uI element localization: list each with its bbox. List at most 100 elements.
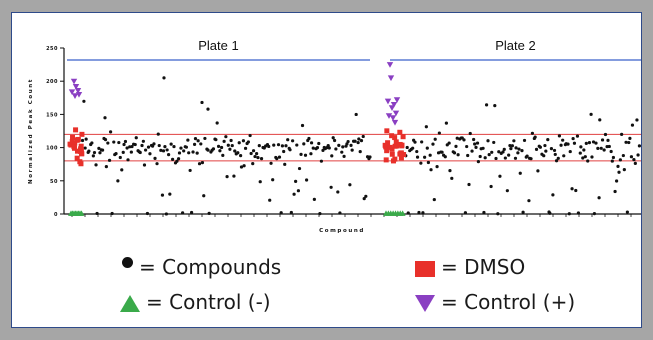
compound-point	[566, 142, 570, 146]
compound-point	[340, 150, 344, 154]
black-circle-icon	[122, 257, 133, 268]
compound-point	[130, 144, 134, 149]
compound-point	[156, 132, 160, 136]
compound-point	[630, 123, 635, 127]
control-pos-point	[71, 93, 79, 100]
compound-point	[295, 143, 299, 147]
compound-point	[121, 150, 125, 155]
compound-point	[590, 155, 594, 159]
compound-point	[607, 144, 611, 149]
compound-point	[358, 149, 362, 154]
compound-point	[484, 103, 489, 107]
compound-point	[272, 143, 276, 147]
compound-point	[470, 149, 474, 153]
legend-control-neg: = Control (-)	[120, 290, 271, 314]
y-axis-label: Normalized Peak Count	[28, 78, 34, 184]
compound-point	[114, 151, 118, 156]
compound-point	[361, 134, 365, 139]
compound-point	[420, 140, 424, 144]
compound-point	[282, 149, 286, 154]
compound-point	[635, 118, 639, 122]
compound-point	[356, 140, 360, 145]
compound-point	[592, 212, 597, 216]
compound-point	[536, 169, 540, 173]
compound-point	[168, 192, 172, 196]
compound-point	[530, 131, 535, 135]
green-triangle-up-icon	[120, 295, 140, 312]
compound-point	[426, 160, 430, 165]
compound-point	[364, 194, 368, 198]
compound-point	[602, 148, 606, 152]
compound-point	[326, 144, 330, 148]
dmso-point	[74, 148, 80, 154]
compound-point	[196, 139, 200, 143]
compound-point	[248, 133, 252, 138]
compound-point	[123, 139, 128, 144]
compound-point	[104, 165, 108, 169]
compound-point	[516, 151, 520, 155]
compound-point	[622, 168, 626, 172]
compound-point	[341, 145, 345, 149]
compound-point	[561, 138, 565, 142]
compound-point	[159, 148, 163, 152]
compound-point	[302, 142, 306, 146]
compound-point	[229, 138, 233, 143]
compound-point	[428, 153, 432, 157]
compound-point	[533, 135, 537, 139]
compound-point	[498, 174, 502, 178]
compound-point	[332, 138, 337, 143]
compound-point	[300, 123, 305, 128]
compound-point	[116, 179, 120, 183]
compound-point	[242, 164, 246, 168]
control-neg-point	[399, 210, 406, 216]
compound-point	[122, 142, 126, 147]
compound-point	[192, 142, 197, 146]
compound-point	[598, 118, 602, 122]
compound-point	[411, 146, 415, 150]
compound-point	[600, 138, 605, 142]
dmso-point	[392, 143, 398, 149]
compound-point	[509, 146, 513, 151]
compound-point	[271, 178, 275, 182]
control-pos-point	[70, 78, 78, 85]
compound-point	[200, 161, 205, 165]
compound-point	[126, 158, 130, 162]
purple-triangle-down-icon	[415, 295, 435, 312]
compound-point	[106, 141, 110, 145]
compound-point	[342, 154, 346, 159]
compound-point	[609, 149, 613, 154]
compound-point	[594, 141, 598, 145]
compound-point	[559, 143, 563, 147]
compound-point	[616, 164, 620, 169]
compound-point	[452, 151, 457, 155]
compound-point	[405, 145, 409, 150]
compound-point	[259, 157, 264, 161]
dmso-point	[397, 141, 403, 147]
dmso-point	[78, 146, 84, 152]
compound-point	[87, 149, 91, 153]
compound-point	[309, 141, 314, 145]
compound-point	[167, 153, 171, 157]
compound-point	[512, 139, 516, 143]
compound-point	[206, 107, 210, 111]
compound-point	[311, 146, 315, 150]
compound-point	[359, 139, 364, 143]
compound-point	[140, 143, 144, 148]
compound-point	[633, 161, 637, 165]
compound-point	[502, 147, 506, 152]
compound-point	[448, 169, 452, 173]
compound-point	[221, 153, 225, 157]
compound-point	[251, 162, 255, 166]
compound-point	[421, 211, 425, 215]
compound-point	[455, 136, 459, 140]
compound-point	[474, 145, 478, 149]
compound-point	[276, 143, 281, 147]
compound-point	[232, 174, 236, 178]
compound-point	[432, 197, 436, 202]
compound-point	[307, 136, 311, 141]
compound-point	[462, 138, 466, 142]
compound-point	[562, 154, 566, 158]
compound-point	[553, 152, 557, 157]
compound-point	[176, 157, 181, 161]
compound-point	[222, 139, 226, 143]
